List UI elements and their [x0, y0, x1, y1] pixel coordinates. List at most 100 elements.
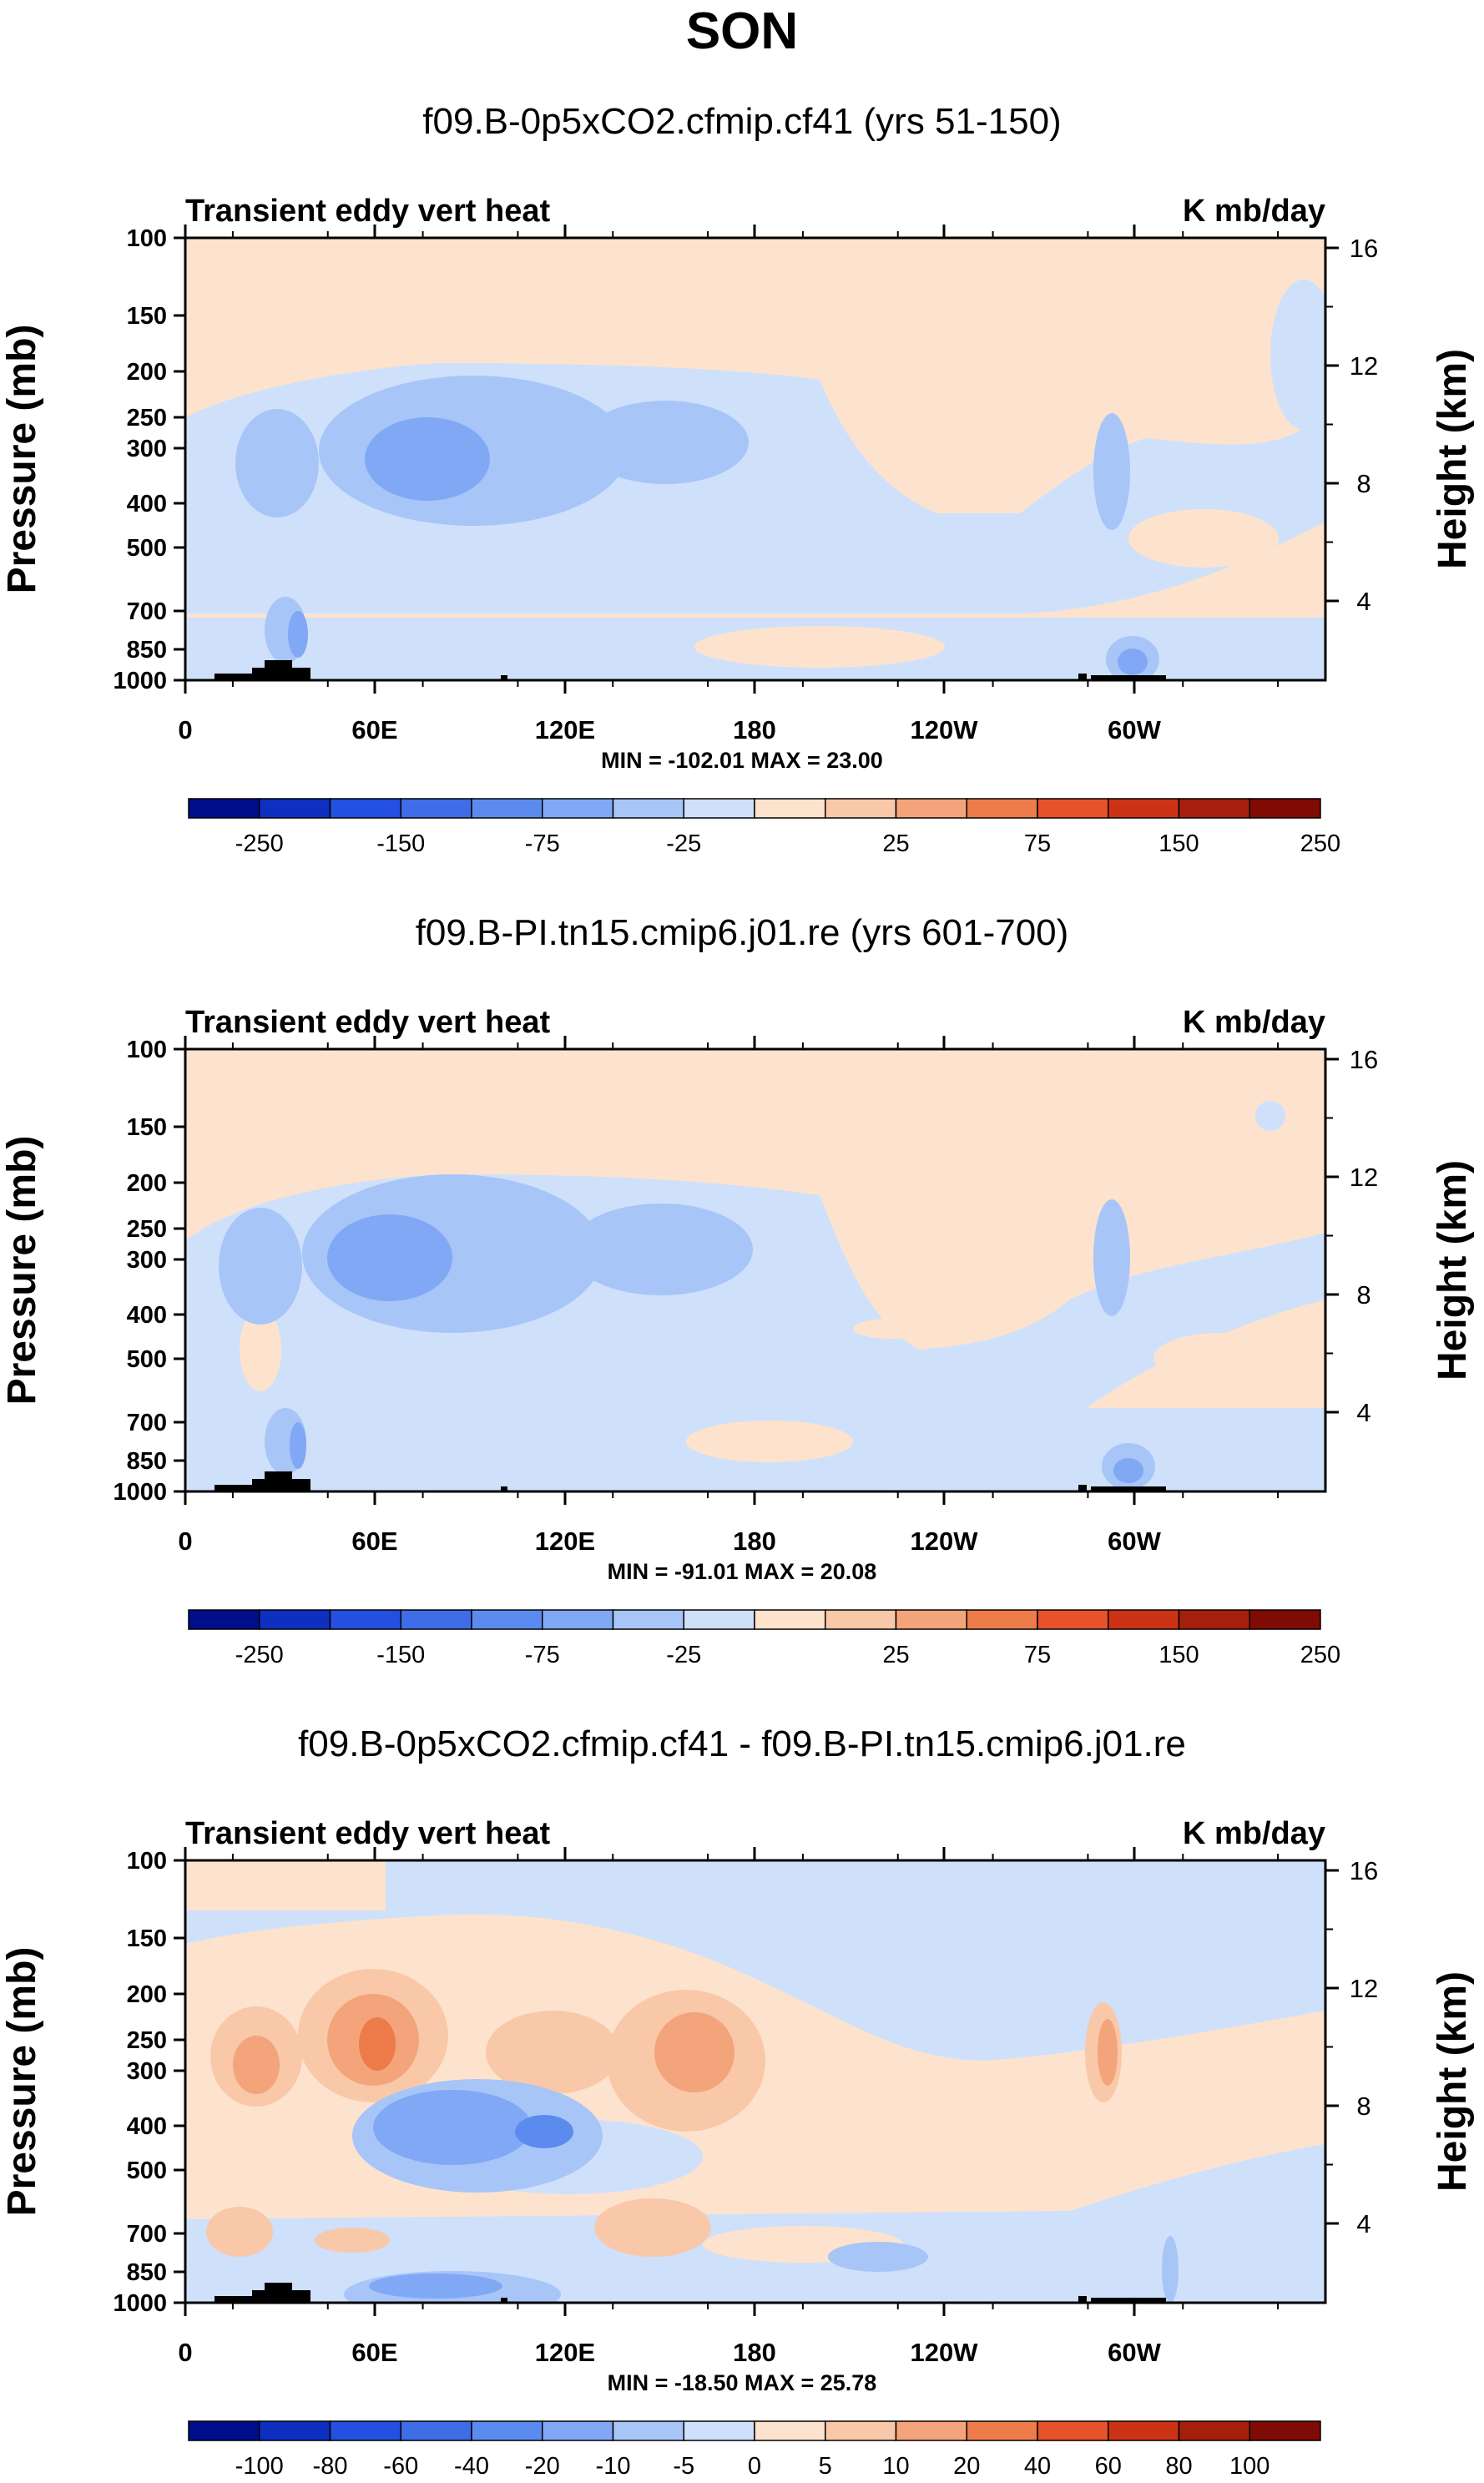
x-tick-label: 120W	[911, 1527, 979, 1556]
colorbar-swatch	[1108, 2420, 1180, 2441]
contour-region	[1270, 280, 1325, 430]
heatmap-field	[185, 1860, 1325, 2303]
contour-region	[1153, 1333, 1287, 1383]
x-tick-label: 120E	[535, 715, 595, 744]
colorbar-swatch	[683, 1609, 755, 1630]
colorbar-label: -40	[454, 2453, 489, 2480]
topography-africa	[215, 660, 310, 680]
min-max-stats: MIN = -102.01 MAX = 23.00	[601, 748, 883, 773]
y-tick-label: 850	[127, 2259, 167, 2286]
contour-region	[290, 1422, 306, 1469]
colorbar-swatch	[754, 1609, 826, 1630]
x-tick-label: 0	[178, 1527, 192, 1556]
colorbar-swatch	[1249, 2420, 1321, 2441]
x-tick-label: 60E	[351, 1527, 397, 1556]
colorbar-label: 0	[748, 2453, 761, 2480]
y-tick-label: 100	[127, 1037, 167, 1063]
y-tick-label: 150	[127, 1114, 167, 1141]
colorbar-label: 150	[1158, 830, 1199, 857]
y-tick-label: 500	[127, 1346, 167, 1373]
x-tick-label: 60E	[351, 715, 397, 744]
colorbar-label: -75	[525, 1642, 560, 1668]
colorbar-label: 60	[1095, 2453, 1122, 2480]
y-right-tick-label: 4	[1356, 1398, 1370, 1427]
y-tick-label: 300	[127, 1247, 167, 1274]
x-tick-label: 0	[178, 2338, 192, 2367]
colorbar-swatch	[471, 798, 543, 819]
colorbar-label: -25	[666, 1642, 701, 1668]
colorbar-swatch	[825, 798, 897, 819]
contour-region	[582, 401, 749, 484]
y-tick-label: 1000	[113, 2290, 167, 2317]
contour-region	[1113, 1458, 1143, 1483]
y-tick-label: 200	[127, 1981, 167, 2008]
colorbar-swatch	[1178, 1609, 1250, 1630]
colorbar-label: -150	[376, 830, 425, 857]
colorbar-swatch	[188, 1609, 260, 1630]
topography-ridge	[501, 1486, 507, 1491]
colorbar-label: -5	[673, 2453, 694, 2480]
contour-region	[315, 2228, 390, 2253]
y-axis-label: Pressure (mb)	[0, 325, 44, 594]
y-tick-label: 400	[127, 2113, 167, 2140]
y-right-tick-label: 12	[1350, 1974, 1378, 2003]
contour-region	[359, 2017, 396, 2071]
x-tick-label: 120E	[535, 1527, 595, 1556]
colorbar-label: 25	[882, 1642, 909, 1668]
chart-panel-2: f09.B-PI.tn15.cmip6.j01.re (yrs 601-700)…	[0, 912, 1475, 1668]
panel-left-label: Transient eddy vert heat	[185, 1005, 550, 1040]
colorbar-swatch	[1108, 798, 1180, 819]
topography-ridge	[501, 675, 507, 680]
topography-andes	[1078, 674, 1166, 680]
topography-andes	[1078, 1485, 1166, 1491]
y-tick-label: 100	[127, 1848, 167, 1875]
y-right-tick-label: 16	[1350, 1045, 1378, 1074]
chart-title: f09.B-PI.tn15.cmip6.j01.re (yrs 601-700)	[416, 912, 1069, 953]
colorbar-label: -250	[235, 1642, 284, 1668]
colorbar-label: 25	[882, 830, 909, 857]
colorbar-swatch	[895, 1609, 967, 1630]
contour-region	[1093, 413, 1130, 530]
chart-title: f09.B-0p5xCO2.cfmip.cf41 (yrs 51-150)	[422, 101, 1061, 142]
colorbar-swatch	[683, 798, 755, 819]
colorbar-label: 75	[1024, 830, 1051, 857]
x-tick-label: 60W	[1108, 715, 1161, 744]
contour-region	[1255, 1101, 1285, 1131]
colorbar-label: 20	[953, 2453, 980, 2480]
colorbar-swatch	[329, 798, 401, 819]
colorbar-label: -10	[596, 2453, 631, 2480]
colorbar-swatch	[329, 2420, 401, 2441]
colorbar-swatch	[1249, 798, 1321, 819]
y-right-tick-label: 12	[1350, 351, 1378, 381]
contour-region	[1128, 509, 1279, 568]
y-tick-label: 200	[127, 359, 167, 386]
y-tick-label: 1000	[113, 668, 167, 694]
y-right-tick-label: 8	[1356, 1280, 1370, 1310]
x-tick-label: 180	[733, 715, 776, 744]
y-tick-label: 300	[127, 2058, 167, 2085]
chart-panel-3: f09.B-0p5xCO2.cfmip.cf41 - f09.B-PI.tn15…	[0, 1723, 1475, 2480]
chart-title: f09.B-0p5xCO2.cfmip.cf41 - f09.B-PI.tn15…	[298, 1723, 1186, 1764]
panel-units-label: K mb/day	[1183, 1005, 1325, 1040]
min-max-stats: MIN = -91.01 MAX = 20.08	[608, 1559, 877, 1584]
y-right-tick-label: 8	[1356, 2092, 1370, 2121]
y-right-tick-label: 16	[1350, 234, 1378, 263]
colorbar-swatch	[895, 798, 967, 819]
y-tick-label: 150	[127, 1925, 167, 1952]
colorbar-label: -60	[383, 2453, 418, 2480]
x-tick-label: 180	[733, 2338, 776, 2367]
colorbar-swatch	[542, 798, 614, 819]
colorbar-label: 250	[1300, 830, 1340, 857]
x-tick-label: 60E	[351, 2338, 397, 2367]
x-tick-label: 120W	[911, 2338, 979, 2367]
colorbar-swatch	[612, 2420, 684, 2441]
colorbar-swatch	[966, 798, 1038, 819]
colorbar-swatch	[754, 2420, 826, 2441]
contour-region	[828, 2242, 928, 2272]
contour-region	[327, 1214, 452, 1301]
contour-region	[288, 611, 308, 658]
topography-africa	[215, 2283, 310, 2303]
contour-region	[686, 1421, 853, 1462]
y-right-tick-label: 4	[1356, 2209, 1370, 2238]
contour-region	[240, 1308, 281, 1391]
